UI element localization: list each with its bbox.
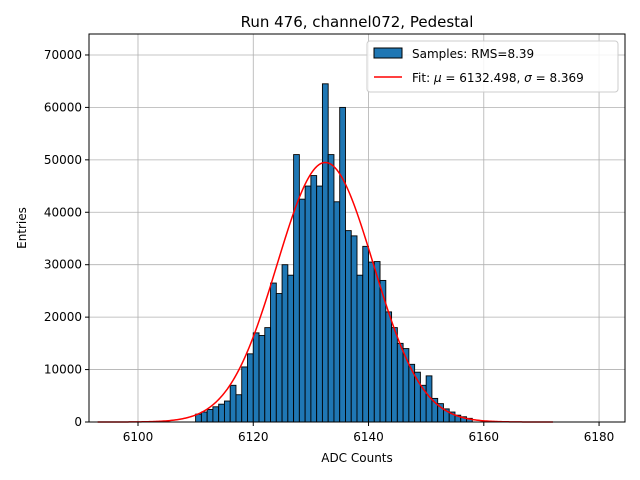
histogram-bar — [235, 394, 243, 423]
histogram-bar — [218, 403, 225, 423]
histogram-bar — [396, 342, 404, 423]
histogram-bar — [321, 83, 329, 423]
histogram-bar — [310, 175, 318, 423]
x-tick-label: 6120 — [238, 430, 269, 444]
y-tick-label: 0 — [74, 415, 82, 429]
histogram-bar — [241, 366, 248, 423]
legend-samples-patch — [373, 47, 403, 59]
legend: Samples: RMS=8.39 Fit: μ = 6132.498, σ =… — [366, 40, 619, 93]
histogram-bar — [327, 154, 335, 423]
histogram-bar — [350, 235, 358, 423]
legend-fit-label: Fit: μ = 6132.498, σ = 8.369 — [412, 71, 584, 85]
histogram-bar — [200, 411, 208, 423]
histogram-bar — [362, 245, 369, 423]
histogram-bar — [247, 353, 254, 423]
y-tick-label: 20000 — [44, 310, 82, 324]
legend-mu-symbol: μ — [433, 71, 442, 85]
histogram-bar — [206, 408, 214, 423]
histogram-bar — [229, 384, 237, 423]
histogram-bar — [385, 311, 393, 423]
x-axis-label: ADC Counts — [321, 451, 393, 465]
histogram-bar — [333, 201, 341, 423]
histogram-bar — [298, 198, 306, 423]
y-tick-label: 50000 — [44, 153, 82, 167]
legend-sigma-value: = 8.369 — [532, 71, 584, 85]
y-tick-label: 60000 — [44, 100, 82, 114]
legend-samples-label: Samples: RMS=8.39 — [412, 47, 534, 61]
legend-mu-value: = 6132.498, — [442, 71, 525, 85]
histogram-bar — [391, 327, 398, 423]
y-tick-label: 70000 — [44, 48, 82, 62]
histogram-bar — [264, 327, 271, 423]
x-tick-label: 6160 — [469, 430, 500, 444]
y-tick-label: 30000 — [44, 258, 82, 272]
legend-sigma-symbol: σ — [524, 71, 532, 85]
legend-fit-prefix: Fit: — [412, 71, 434, 85]
x-tick-label: 6180 — [584, 430, 615, 444]
y-tick-label: 40000 — [44, 205, 82, 219]
histogram-bar — [252, 332, 260, 423]
plot-frame — [88, 33, 626, 423]
x-axis-ticks: 6100 6120 6140 6160 6180 — [123, 422, 615, 444]
histogram-bar — [223, 400, 231, 423]
y-axis-ticks: 0 10000 20000 30000 40000 50000 60000 70000 — [44, 48, 89, 429]
histogram-bar — [304, 185, 312, 423]
histogram-bar — [339, 106, 346, 423]
histogram-bar — [258, 335, 266, 423]
histogram-bar — [293, 154, 300, 423]
histogram-bars — [195, 83, 473, 423]
histogram-bar — [345, 230, 352, 423]
histogram-bar — [287, 274, 295, 423]
legend-box — [366, 40, 619, 93]
histogram-bar — [356, 274, 364, 423]
histogram-bar — [212, 406, 220, 423]
x-tick-label: 6140 — [353, 430, 384, 444]
histogram-bar — [373, 261, 381, 423]
y-tick-label: 10000 — [44, 363, 82, 377]
histogram-bar — [316, 185, 323, 423]
histogram-bar — [270, 282, 277, 423]
y-axis-label: Entries — [15, 207, 29, 249]
chart-title: Run 476, channel072, Pedestal — [241, 13, 474, 31]
histogram-bar — [275, 293, 283, 423]
fit-curve — [97, 161, 553, 423]
x-tick-label: 6100 — [123, 430, 154, 444]
histogram-bar — [368, 261, 375, 423]
histogram-bar — [281, 264, 289, 423]
